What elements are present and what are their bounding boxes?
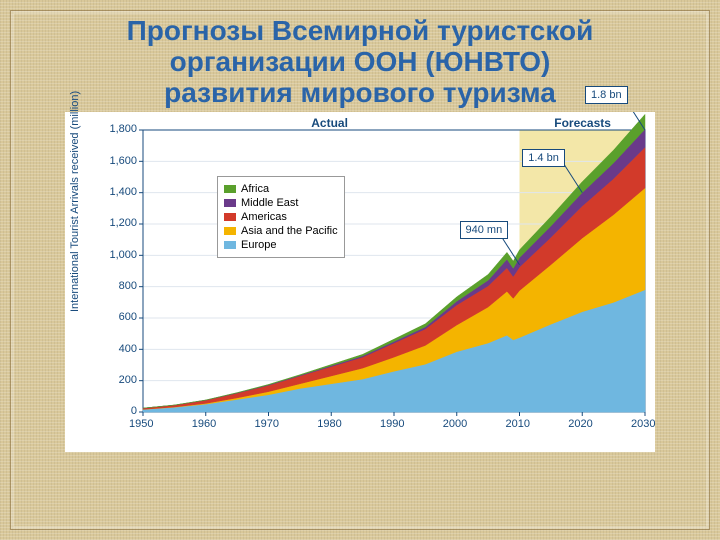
chart-container: International Tourist Arrivals received …: [65, 112, 655, 452]
y-tick-label: 400: [119, 343, 137, 355]
y-tick-label: 1,400: [109, 186, 137, 198]
legend-swatch: [224, 241, 236, 249]
tourism-area-chart: [65, 112, 655, 452]
legend-label: Africa: [241, 183, 269, 195]
legend-swatch: [224, 213, 236, 221]
y-tick-label: 200: [119, 374, 137, 386]
legend-item: Middle East: [224, 197, 338, 209]
legend-label: Asia and the Pacific: [241, 225, 338, 237]
x-tick-label: 1990: [380, 418, 404, 430]
callout: 1.8 bn: [585, 86, 628, 104]
legend-label: Europe: [241, 239, 276, 251]
y-tick-label: 1,000: [109, 249, 137, 261]
legend-label: Americas: [241, 211, 287, 223]
y-axis-title: International Tourist Arrivals received …: [69, 91, 81, 312]
y-tick-label: 1,800: [109, 123, 137, 135]
title-line-1: Прогнозы Всемирной туристской: [127, 15, 594, 46]
callout: 1.4 bn: [522, 149, 565, 167]
y-tick-label: 1,600: [109, 155, 137, 167]
legend-swatch: [224, 199, 236, 207]
chart-legend: Africa Middle East Americas Asia and the Pa…: [217, 176, 345, 258]
x-tick-label: 1970: [255, 418, 279, 430]
y-tick-label: 0: [131, 405, 137, 417]
x-tick-label: 2010: [506, 418, 530, 430]
legend-swatch: [224, 185, 236, 193]
legend-item: Europe: [224, 239, 338, 251]
title-line-2: организации ООН (ЮНВТО): [170, 46, 551, 77]
section-label-actual: Actual: [311, 116, 348, 130]
x-tick-label: 2000: [443, 418, 467, 430]
legend-item: Asia and the Pacific: [224, 225, 338, 237]
legend-item: Americas: [224, 211, 338, 223]
y-tick-label: 600: [119, 311, 137, 323]
section-label-forecasts: Forecasts: [554, 116, 611, 130]
x-tick-label: 2020: [568, 418, 592, 430]
x-tick-label: 2030: [631, 418, 655, 430]
x-tick-label: 1980: [317, 418, 341, 430]
x-tick-label: 1960: [192, 418, 216, 430]
legend-label: Middle East: [241, 197, 298, 209]
callout: 940 mn: [460, 221, 509, 239]
slide-background: Прогнозы Всемирной туристской организаци…: [0, 0, 720, 540]
legend-swatch: [224, 227, 236, 235]
title-line-3: развития мирового туризма: [164, 77, 556, 108]
x-tick-label: 1950: [129, 418, 153, 430]
y-tick-label: 800: [119, 280, 137, 292]
y-tick-label: 1,200: [109, 217, 137, 229]
legend-item: Africa: [224, 183, 338, 195]
